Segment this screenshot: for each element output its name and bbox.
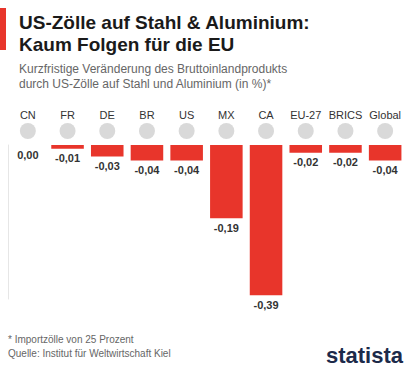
svg-text:Quelle: Institut für Weltwirts: Quelle: Institut für Weltwirtschaft Kiel: [8, 348, 171, 359]
svg-text:US: US: [179, 109, 194, 121]
svg-text:DE: DE: [100, 109, 115, 121]
svg-text:BR: BR: [139, 109, 154, 121]
svg-text:CA: CA: [258, 109, 274, 121]
svg-text:* Importzölle von 25 Prozent: * Importzölle von 25 Prozent: [8, 334, 134, 345]
svg-text:-0,39: -0,39: [254, 299, 279, 311]
svg-text:US-Zölle auf Stahl & Aluminium: US-Zölle auf Stahl & Aluminium:: [19, 12, 310, 33]
svg-text:-0,19: -0,19: [214, 222, 239, 234]
svg-text:-0,04: -0,04: [373, 164, 399, 176]
svg-text:0,00: 0,00: [17, 149, 38, 161]
svg-text:durch US-Zölle auf Stahl und A: durch US-Zölle auf Stahl und Aluminium (…: [19, 77, 271, 91]
svg-text:-0,04: -0,04: [134, 164, 160, 176]
svg-text:Kaum Folgen für die EU: Kaum Folgen für die EU: [19, 34, 234, 55]
svg-text:Kurzfristige Veränderung des B: Kurzfristige Veränderung des Bruttoinlan…: [19, 62, 287, 76]
svg-text:BRICS: BRICS: [329, 109, 363, 121]
svg-text:-0,04: -0,04: [174, 164, 200, 176]
svg-text:-0,02: -0,02: [333, 156, 358, 168]
svg-text:Global: Global: [369, 109, 401, 121]
svg-text:FR: FR: [60, 109, 75, 121]
svg-text:EU-27: EU-27: [290, 109, 321, 121]
svg-text:-0,01: -0,01: [55, 152, 80, 164]
svg-text:MX: MX: [218, 109, 235, 121]
svg-text:CN: CN: [20, 109, 36, 121]
svg-text:-0,02: -0,02: [293, 156, 318, 168]
svg-text:statista: statista: [326, 343, 404, 368]
svg-text:-0,03: -0,03: [95, 160, 120, 172]
